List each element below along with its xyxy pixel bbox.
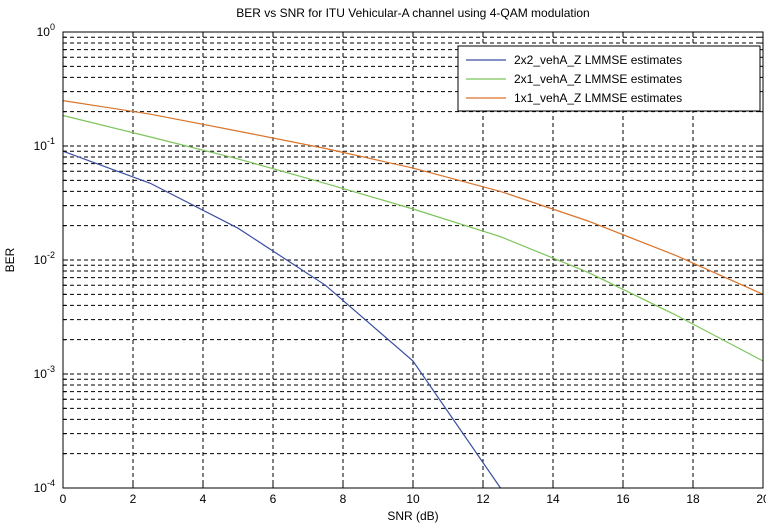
x-tick-label: 0 bbox=[60, 492, 67, 506]
x-tick-label: 6 bbox=[270, 492, 277, 506]
series-line bbox=[62, 150, 501, 489]
legend-box bbox=[457, 45, 761, 112]
y-axis-label: BER bbox=[3, 247, 17, 272]
y-tick-label: 10-3 bbox=[34, 364, 55, 381]
y-tick-label: 100 bbox=[37, 22, 55, 39]
x-tick-label: 16 bbox=[616, 492, 630, 506]
x-tick-label: 8 bbox=[340, 492, 347, 506]
legend-entry: 1x1_vehA_Z LMMSE estimates bbox=[514, 91, 682, 105]
tick-labels: 0 2 4 6 8 10 12 14 16 18 20 100 10-1 10-2 10-3 10-4 bbox=[34, 22, 766, 506]
x-tick-label: 14 bbox=[546, 492, 560, 506]
series-layer bbox=[62, 100, 764, 489]
series-line bbox=[62, 114, 764, 362]
legend-entry: 2x1_vehA_Z LMMSE estimates bbox=[514, 72, 682, 86]
y-tick-label: 10-2 bbox=[34, 250, 55, 267]
x-tick-label: 10 bbox=[406, 492, 420, 506]
x-axis-label: SNR (dB) bbox=[387, 509, 438, 523]
x-tick-label: 20 bbox=[756, 492, 766, 506]
x-tick-label: 12 bbox=[476, 492, 490, 506]
chart-title: BER vs SNR for ITU Vehicular-A channel u… bbox=[236, 6, 589, 20]
series-line bbox=[62, 100, 764, 295]
x-tick-label: 4 bbox=[200, 492, 207, 506]
axis-ticks bbox=[62, 32, 764, 489]
legend-entry: 2x2_vehA_Z LMMSE estimates bbox=[514, 53, 682, 67]
x-tick-label: 18 bbox=[686, 492, 700, 506]
x-tick-label: 2 bbox=[130, 492, 137, 506]
grid-lines bbox=[63, 32, 763, 488]
legend: 2x2_vehA_Z LMMSE estimates 2x1_vehA_Z LMM… bbox=[457, 45, 761, 112]
y-tick-label: 10-1 bbox=[34, 136, 55, 153]
y-tick-label: 10-4 bbox=[34, 478, 55, 495]
